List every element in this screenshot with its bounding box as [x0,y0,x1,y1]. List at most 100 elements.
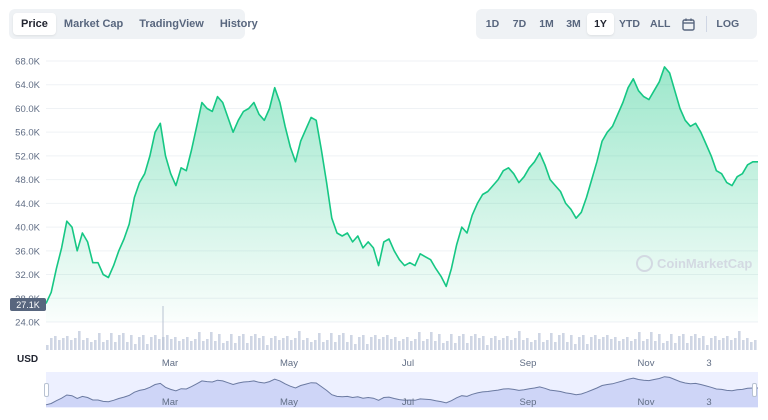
volume-bar [578,337,581,350]
navigator-tick-label: Nov [638,397,655,408]
volume-bar [630,341,633,350]
volume-bar [290,340,293,350]
volume-bar [498,340,501,350]
volume-bar [338,335,341,350]
range-7d-button[interactable]: 7D [512,18,527,30]
volume-bar [178,341,181,350]
navigator-area [46,376,758,407]
volume-bar [686,343,689,350]
volume-bar [226,341,229,350]
volume-bar [278,340,281,350]
volume-bar [450,334,453,350]
price-line[interactable] [45,66,758,304]
volume-bar [454,343,457,350]
volume-bar [182,339,185,350]
volume-bar [358,337,361,350]
volume-bar [622,339,625,350]
volume-bar [442,343,445,350]
volume-bar [362,335,365,350]
volume-bar [750,342,753,350]
volume-bar [570,335,573,350]
volume-bar [310,342,313,350]
volume-bar [726,336,729,350]
volume-bar [482,336,485,350]
x-tick-label: Mar [162,358,178,369]
calendar-icon [682,18,696,31]
volume-bar [334,342,337,350]
volume-bar [738,331,741,350]
range-3m-button[interactable]: 3M [566,18,581,30]
volume-bar [378,339,381,350]
volume-bar [430,332,433,350]
volume-bar [110,333,113,350]
watermark-text: CoinMarketCap [657,256,753,271]
volume-bar [342,333,345,350]
volume-bar [474,334,477,350]
volume-bar [318,333,321,350]
volume-bar [626,337,629,350]
volume-bar [170,339,173,350]
range-ytd-button[interactable]: YTD [619,18,640,30]
volume-bar [470,336,473,350]
volume-bar [434,341,437,350]
volume-bar [650,332,653,350]
log-scale-button[interactable]: LOG [716,18,740,30]
volume-bar [258,338,261,350]
price-area-fill [46,66,758,323]
tab-history[interactable]: History [219,18,258,30]
volume-bar [202,341,205,350]
volume-bar [658,334,661,350]
volume-bar [590,337,593,350]
range-1m-button[interactable]: 1M [539,18,554,30]
volume-bar [514,338,517,350]
volume-bar [478,338,481,350]
range-1y-button[interactable]: 1Y [587,13,614,35]
navigator-right-handle[interactable] [752,383,757,397]
volume-bar [734,338,737,350]
tab-market-cap[interactable]: Market Cap [63,18,124,30]
volume-bar [194,339,197,350]
volume-bar [426,339,429,350]
volume-bar [286,336,289,350]
volume-bar [638,332,641,350]
navigator-tick-label: Mar [162,397,178,408]
volume-bar [246,343,249,350]
volume-bar [522,340,525,350]
navigator-tick-label: Sep [520,397,537,408]
volume-bar [510,340,513,350]
volume-bar [210,332,213,350]
volume-bar [274,336,277,350]
volume-bar [134,344,137,350]
volume-bar [714,336,717,350]
range-1d-button[interactable]: 1D [485,18,500,30]
x-tick-label: Sep [520,358,537,369]
volume-bar [742,340,745,350]
volume-bar [582,335,585,350]
volume-bar [534,340,537,350]
x-tick-label: Nov [638,358,655,369]
navigator-tick-label: 3 [706,397,711,408]
volume-bar [298,331,301,350]
volume-bar [234,343,237,350]
tab-tradingview[interactable]: TradingView [139,18,204,30]
volume-bar [462,334,465,350]
volume-bar [250,336,253,350]
volume-bar [386,335,389,350]
volume-bar [538,333,541,350]
volume-bar [554,342,557,350]
volume-bar [550,333,553,350]
volume-bar [594,335,597,350]
navigator-left-handle[interactable] [44,383,49,397]
range-all-button[interactable]: ALL [650,18,671,30]
volume-bar [102,342,105,350]
volume-bar [458,336,461,350]
volume-bar [126,342,129,350]
volume-bar [270,338,273,350]
volume-bar [466,343,469,350]
volume-bar [230,334,233,350]
volume-bar [94,340,97,350]
volume-bar [70,340,73,350]
tab-price[interactable]: Price [13,13,56,35]
date-picker-button[interactable] [675,13,702,35]
